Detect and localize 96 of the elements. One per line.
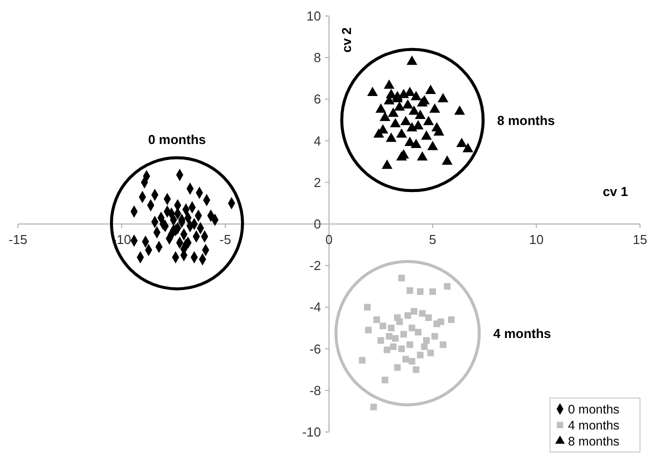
legend-label: 0 months	[568, 402, 620, 416]
point	[380, 322, 386, 330]
point	[382, 160, 392, 169]
point	[416, 288, 424, 295]
point	[404, 312, 412, 319]
point	[438, 318, 444, 326]
point	[448, 316, 455, 323]
point	[388, 324, 395, 332]
point	[400, 116, 412, 126]
point	[408, 358, 416, 365]
point	[396, 128, 407, 138]
point	[418, 310, 426, 317]
point	[400, 330, 407, 338]
annotation: 0 months	[148, 132, 206, 147]
point	[384, 79, 394, 89]
point	[390, 343, 397, 350]
y-tick-label: -10	[302, 424, 321, 440]
y-tick-label: 2	[314, 174, 321, 190]
x-tick-label: 10	[529, 232, 544, 247]
point	[410, 90, 422, 100]
point	[365, 326, 372, 334]
y-tick-label: -8	[309, 382, 321, 398]
point	[410, 308, 418, 315]
y-tick-label: -2	[309, 258, 321, 274]
point	[462, 142, 474, 152]
point	[416, 97, 428, 106]
point	[370, 404, 377, 410]
x-tick-label: -5	[220, 232, 232, 247]
point	[406, 56, 418, 65]
point	[375, 103, 386, 113]
point	[423, 116, 434, 126]
point	[394, 364, 401, 371]
y-tick-label: 4	[314, 133, 321, 148]
point	[364, 304, 371, 311]
y-tick-label: 10	[306, 8, 321, 24]
legend-label: 8 months	[568, 434, 620, 448]
point	[406, 287, 414, 294]
point	[414, 328, 422, 336]
point	[392, 335, 399, 342]
point	[410, 138, 422, 148]
point	[429, 103, 440, 113]
point	[398, 274, 405, 282]
y-tick-label: -6	[309, 341, 321, 356]
legend-label: 4 months	[568, 418, 620, 432]
y-tick-label: 8	[314, 50, 321, 66]
point	[425, 84, 436, 94]
point	[382, 376, 388, 384]
point	[414, 110, 426, 119]
y-tick-label: 0	[314, 216, 321, 232]
annotation: 8 months	[497, 113, 555, 128]
point	[394, 314, 401, 321]
point	[402, 99, 414, 109]
y-tick-label: 6	[314, 92, 321, 107]
annotation: 4 months	[493, 326, 552, 342]
point	[425, 314, 432, 321]
point	[427, 350, 434, 356]
point	[442, 155, 453, 165]
point	[373, 316, 380, 323]
point	[358, 356, 366, 364]
x-tick-label: 15	[632, 232, 648, 247]
point	[406, 341, 414, 348]
x-tick-label: -10	[112, 232, 132, 247]
x-tick-label: 5	[429, 232, 436, 247]
point	[408, 105, 420, 115]
point	[390, 118, 401, 128]
y-tick-label: -4	[309, 300, 321, 315]
point	[423, 337, 430, 344]
point	[378, 337, 384, 344]
point	[454, 105, 465, 115]
point	[408, 324, 416, 332]
point	[384, 346, 390, 354]
point	[440, 341, 446, 348]
point	[386, 333, 392, 340]
point	[416, 151, 428, 161]
x-tick-label: -15	[8, 232, 28, 247]
point	[367, 86, 378, 96]
point	[386, 132, 397, 142]
point	[416, 352, 424, 358]
point	[456, 138, 468, 148]
point	[434, 126, 444, 136]
point	[444, 283, 450, 290]
point	[380, 112, 390, 122]
point	[421, 130, 432, 140]
y-axis-title: cv 2	[339, 27, 354, 53]
point	[412, 366, 420, 373]
point	[421, 343, 428, 350]
x-axis-title: cv 1	[602, 184, 628, 199]
point	[388, 108, 399, 117]
x-tick-label: 0	[325, 232, 333, 247]
point	[402, 356, 410, 363]
point	[394, 101, 405, 111]
point	[427, 140, 438, 150]
point	[429, 288, 436, 295]
point	[398, 345, 405, 352]
point	[431, 333, 438, 340]
point	[438, 92, 448, 102]
